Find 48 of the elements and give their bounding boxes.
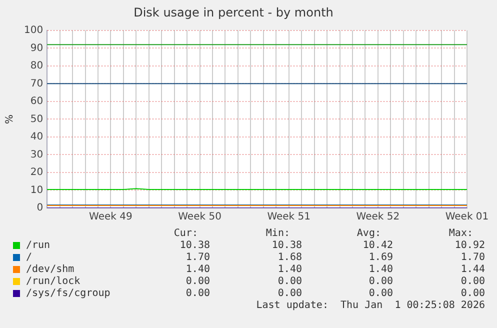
y-tick-label: 40 [30,132,44,143]
text: Min: [266,228,290,239]
x-tick-label: Week 50 [178,212,222,223]
text: 0.00 [368,276,393,287]
text: Max: [448,228,473,239]
legend-label: /run [26,240,50,251]
text: 0.00 [278,288,302,299]
text: 0.00 [186,276,210,287]
y-tick-label: 50 [30,114,44,125]
y-tick-label: 20 [30,167,44,178]
chart-title: Disk usage in percent - by month [134,5,334,20]
text: Avg: [356,228,381,239]
text: 1.40 [186,264,210,275]
text: 0.00 [460,288,485,299]
text: 1.68 [278,252,302,263]
y-axis-title: % [4,114,16,124]
x-tick-label: Week 01 [445,212,489,223]
x-tick-label: Week 51 [267,212,311,223]
text: 1.70 [186,252,210,263]
text: 1.40 [368,264,393,275]
y-tick-label: 30 [30,149,44,160]
text: 1.69 [368,252,393,263]
text: 10.92 [454,240,485,251]
x-tick-label: Week 52 [356,212,400,223]
text: 1.40 [278,264,302,275]
text: 10.38 [272,240,302,251]
legend-label: /sys/fs/cgroup [26,288,110,299]
text: 1.44 [460,264,485,275]
y-tick-label: 0 [36,202,44,214]
legend-label: /run/lock [26,276,80,287]
text: 0.00 [368,288,393,299]
y-tick-label: 90 [30,42,44,54]
legend-label: /dev/shm [26,264,74,275]
text: 10.42 [362,240,393,251]
text: 0.00 [186,288,210,299]
x-tick-label: Week 49 [89,212,132,223]
text: Cur: [174,228,198,239]
legend-label: / [26,252,32,263]
text: 10.38 [180,240,210,251]
y-tick-label: 80 [30,60,44,72]
text: Last update: Thu Jan 1 00:25:08 2026 [256,300,485,311]
text: 1.70 [460,252,485,263]
y-tick-label: 100 [24,24,44,36]
text: 0.00 [460,276,485,287]
y-tick-label: 60 [30,96,44,108]
y-tick-label: 10 [30,184,44,196]
text: 0.00 [278,276,302,287]
y-tick-label: 70 [30,78,44,90]
